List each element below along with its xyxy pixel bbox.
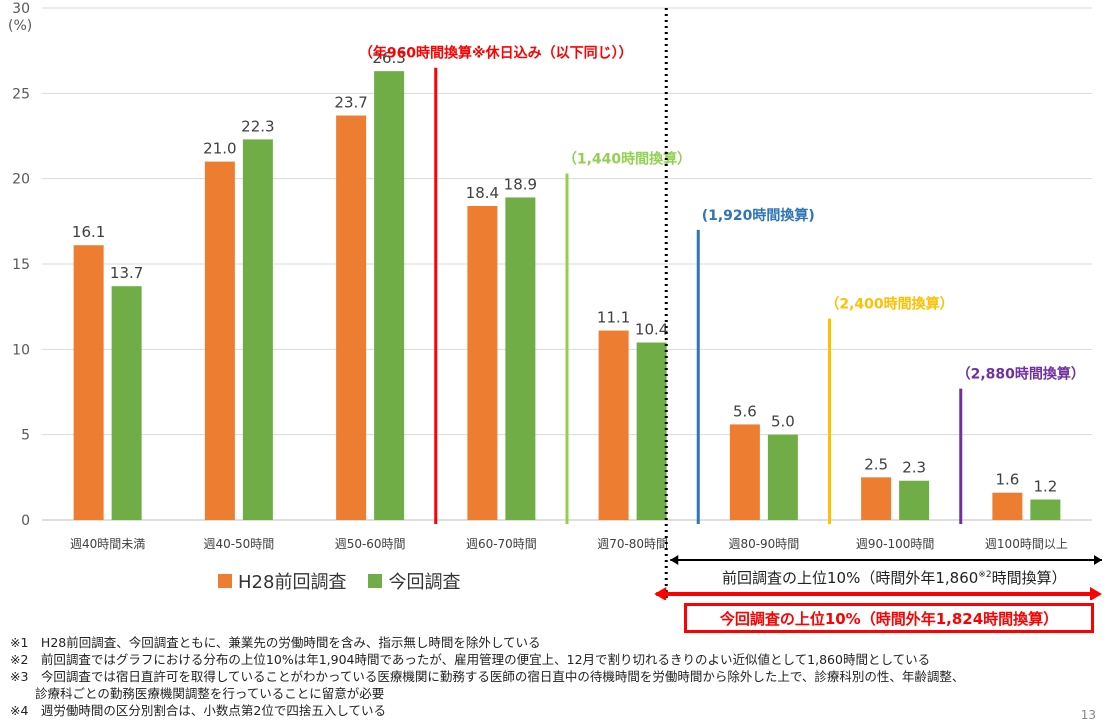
bar-chart: 0 5 10 15 20 25 30(%) 16.1 13.7 週40時間未満 21.0 22.3 週4… xyxy=(8,1,1102,600)
chart-legend: H28前回調査 今回調査 xyxy=(218,568,482,594)
curr-top10-text: 今回調査の上位10%（時間外年1,824時間換算） xyxy=(719,609,1059,628)
bar xyxy=(598,330,629,520)
curr-top10-box: 今回調査の上位10%（時間外年1,824時間換算） xyxy=(684,603,1094,633)
arrow-head-right xyxy=(1094,555,1102,565)
prev-top10-note: 前回調査の上位10%（時間外年1,860※2時間換算） xyxy=(722,567,1067,588)
y-axis-label: (%) xyxy=(8,18,32,34)
prev-top10-text: 前回調査の上位10%（時間外年1,860 xyxy=(722,569,979,587)
y-tick-label: 15 xyxy=(12,257,30,273)
bar xyxy=(899,480,930,520)
y-tick-label: 20 xyxy=(12,172,30,188)
bar xyxy=(111,286,142,520)
bar xyxy=(636,342,667,520)
data-label: 23.7 xyxy=(334,94,367,112)
data-label: 22.3 xyxy=(241,117,274,135)
annotation-label: （2,400時間換算） xyxy=(825,296,953,313)
data-label: 1.6 xyxy=(995,471,1019,489)
bar xyxy=(729,424,760,520)
footnote-4: ※4 週労働時間の区分別割合は、小数点第2位で四捨五入している xyxy=(10,703,387,718)
bar xyxy=(767,434,798,520)
legend-swatch-prev xyxy=(218,574,232,588)
x-tick-label: 週90-100時間 xyxy=(856,537,935,551)
x-tick-label: 週100時間以上 xyxy=(985,537,1068,551)
data-label: 10.4 xyxy=(635,321,668,339)
bar xyxy=(73,245,104,520)
data-label: 21.0 xyxy=(203,140,236,158)
y-tick-label: 30 xyxy=(12,1,30,17)
x-tick-label: 週70-80時間 xyxy=(597,537,668,551)
x-tick-label: 週40-50時間 xyxy=(203,537,274,551)
prev-top10-sup: ※2 xyxy=(978,570,992,580)
x-tick-label: 週50-60時間 xyxy=(335,537,406,551)
bar xyxy=(1030,499,1061,520)
legend-swatch-curr xyxy=(368,574,383,588)
data-label: 18.4 xyxy=(466,184,499,202)
y-tick-label: 10 xyxy=(12,342,30,358)
data-label: 11.1 xyxy=(597,309,630,327)
bar xyxy=(204,161,235,520)
y-tick-label: 5 xyxy=(21,428,30,444)
annotation-label: （2,880時間換算） xyxy=(957,366,1085,383)
annotation-label: （1,440時間換算） xyxy=(563,151,691,168)
data-label: 16.1 xyxy=(72,223,105,241)
red-arrow-head-right xyxy=(1090,587,1102,600)
data-label: 2.5 xyxy=(864,455,888,473)
bar xyxy=(336,115,367,521)
bar xyxy=(992,492,1023,520)
bar xyxy=(861,477,892,520)
data-label: 2.3 xyxy=(902,459,926,477)
data-label: 26.3 xyxy=(372,49,405,67)
annotation-label: (1,920時間換算) xyxy=(702,207,815,224)
legend-label-curr: 今回調査 xyxy=(388,572,461,593)
x-tick-label: 週40時間未満 xyxy=(70,537,145,551)
legend-item-curr: 今回調査 xyxy=(368,568,460,594)
data-label: 13.7 xyxy=(110,264,143,282)
annotation-label: （年960時間換算※休日込み（以下同じ）） xyxy=(359,45,633,62)
data-label: 5.6 xyxy=(733,402,757,420)
footnotes: ※1 H28前回調査、今回調査ともに、兼業先の労働時間を含み、指示無し時間を除外… xyxy=(10,634,1100,719)
data-label: 18.9 xyxy=(504,175,537,193)
bar xyxy=(505,197,536,520)
x-tick-label: 週80-90時間 xyxy=(728,537,799,551)
legend-item-prev: H28前回調査 xyxy=(218,568,346,594)
red-arrow-head-left xyxy=(654,587,667,600)
footnote-1: ※1 H28前回調査、今回調査ともに、兼業先の労働時間を含み、指示無し時間を除外… xyxy=(10,635,541,650)
data-label: 1.2 xyxy=(1033,478,1057,496)
y-tick-label: 25 xyxy=(12,86,30,102)
bar xyxy=(242,139,273,520)
footnote-2: ※2 前回調査ではグラフにおける分布の上位10%は年1,904時間であったが、雇… xyxy=(10,652,931,667)
footnote-3: ※3 今回調査では宿日直許可を取得していることがわかっている医療機関に勤務する医… xyxy=(10,669,965,684)
y-tick-label: 0 xyxy=(21,513,30,529)
legend-label-prev: H28前回調査 xyxy=(238,572,347,593)
x-tick-label: 週60-70時間 xyxy=(466,537,537,551)
data-label: 5.0 xyxy=(771,413,795,431)
bar xyxy=(467,205,498,520)
prev-top10-tail: 時間換算） xyxy=(991,569,1067,587)
bar xyxy=(374,71,405,520)
footnote-3b: 診療科ごとの勤務医療機関調整を行っていることに留意が必要 xyxy=(10,686,385,701)
arrow-head-left xyxy=(670,555,679,565)
page-number: 13 xyxy=(1080,708,1096,722)
